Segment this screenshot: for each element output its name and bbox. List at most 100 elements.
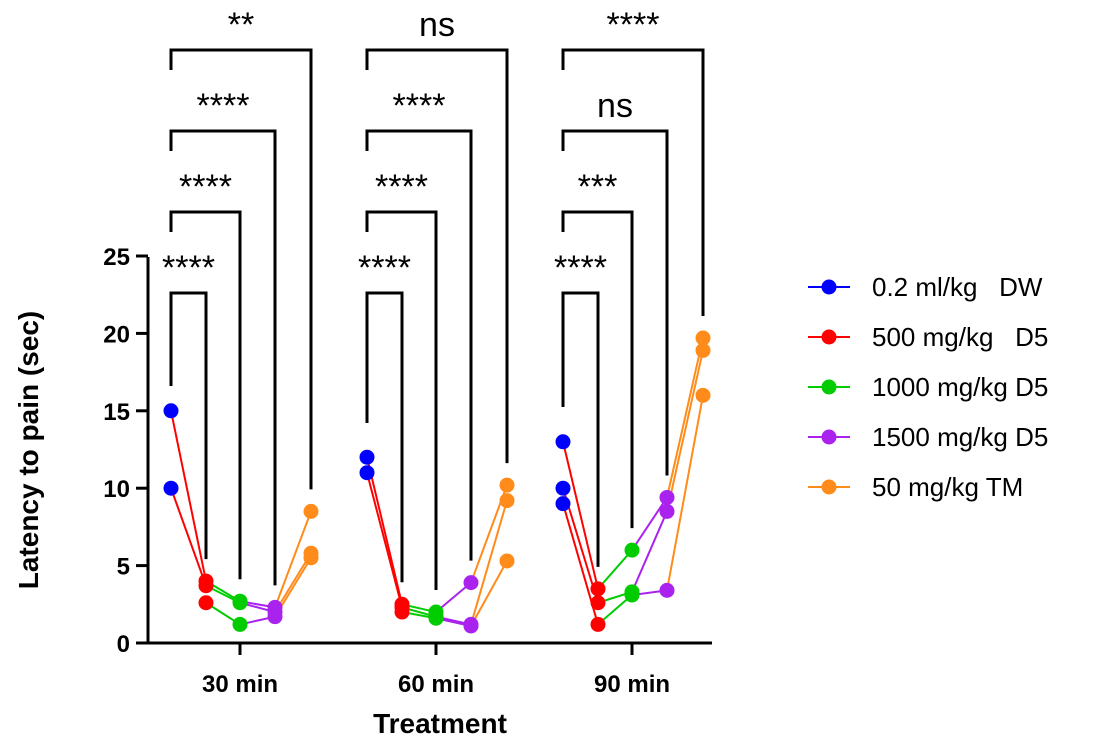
significance-label: **** <box>393 87 446 125</box>
significance-label: **** <box>197 87 250 125</box>
series-line-segment <box>435 581 472 613</box>
data-point <box>198 595 214 611</box>
significance-bracket <box>365 48 509 464</box>
legend-marker <box>821 479 837 495</box>
axes <box>146 257 712 645</box>
data-point <box>555 496 571 512</box>
series-line-segment <box>562 441 599 590</box>
legend-marker <box>821 429 837 445</box>
legend-item: 50 mg/kg TM <box>808 472 1023 502</box>
legend-item: 0.2 ml/kg DW <box>808 272 1043 302</box>
significance-label: *** <box>578 168 618 206</box>
y-tick-label: 5 <box>117 554 130 581</box>
data-point <box>198 578 214 594</box>
significance-label: ** <box>228 6 254 44</box>
data-point <box>555 480 571 496</box>
significance-label: ns <box>419 6 455 44</box>
y-tick-label: 10 <box>103 476 130 503</box>
series-line-segment <box>170 487 207 587</box>
x-tick-label: 90 min <box>594 671 670 698</box>
legend-marker <box>821 379 837 395</box>
y-axis-title: Latency to pain (sec) <box>13 311 44 590</box>
data-point <box>499 493 515 509</box>
x-tick-label: 30 min <box>202 671 278 698</box>
data-point <box>590 616 606 632</box>
series-line-segment <box>666 395 704 591</box>
series-line-segment <box>631 496 668 551</box>
data-point <box>624 587 640 603</box>
data-point <box>463 618 479 634</box>
data-point <box>659 582 675 598</box>
significance-label: **** <box>554 249 607 287</box>
significance-label: **** <box>162 249 215 287</box>
series-line-segment <box>470 500 508 625</box>
significance-bracket <box>169 291 208 560</box>
data-point <box>695 387 711 403</box>
y-ticks: 0 5 10 15 20 25 <box>103 244 148 658</box>
significance-bracket <box>169 48 313 490</box>
series-line-segment <box>274 511 312 608</box>
data-point <box>659 503 675 519</box>
series-line-segment <box>470 560 508 627</box>
legend-label: 1000 mg/kg D5 <box>872 372 1048 402</box>
series-line-segment <box>666 337 704 498</box>
significance-bracket <box>561 291 600 567</box>
significance-label: **** <box>179 168 232 206</box>
significance-bracket <box>561 129 669 476</box>
data-point <box>590 581 606 597</box>
legend-item: 500 mg/kg D5 <box>808 322 1048 352</box>
data-point <box>590 595 606 611</box>
data-point <box>232 616 248 632</box>
y-tick-label: 25 <box>103 244 130 271</box>
series-line-segment <box>170 410 207 582</box>
data-point <box>163 403 179 419</box>
data-point <box>555 434 571 450</box>
significance-bracket <box>561 48 705 317</box>
legend-label: 50 mg/kg TM <box>872 472 1023 502</box>
significance-bracket <box>365 291 404 583</box>
data-point <box>359 449 375 465</box>
data-point <box>463 575 479 591</box>
data-point <box>695 330 711 346</box>
significance-bracket <box>169 129 277 586</box>
data-point <box>695 342 711 358</box>
series-line-segment <box>666 350 704 512</box>
data-point <box>359 465 375 481</box>
x-ticks: 30 min 60 min 90 min <box>202 643 670 698</box>
legend-marker <box>821 329 837 345</box>
legend: 0.2 ml/kg DW 500 mg/kg D5 1000 mg/kg D5 150… <box>808 272 1048 502</box>
data-point <box>659 489 675 505</box>
data-point <box>624 542 640 558</box>
data-point <box>428 610 444 626</box>
y-tick-label: 0 <box>117 631 130 658</box>
series-line-segment <box>597 549 633 590</box>
significance-label: **** <box>358 249 411 287</box>
y-tick-label: 15 <box>103 399 130 426</box>
significance-label: **** <box>375 168 428 206</box>
y-tick-label: 20 <box>103 321 130 348</box>
significance-bracket <box>365 210 438 591</box>
legend-item: 1000 mg/kg D5 <box>808 372 1048 402</box>
series-line-segment <box>631 511 668 593</box>
significance-brackets: **************************ns*******ns***… <box>162 6 705 591</box>
significance-label: **** <box>607 6 660 44</box>
x-tick-label: 60 min <box>398 671 474 698</box>
x-axis-title: Treatment <box>373 708 507 739</box>
series-line-segment <box>366 457 403 605</box>
legend-label: 500 mg/kg D5 <box>872 322 1048 352</box>
significance-bracket <box>561 210 634 529</box>
significance-bracket <box>169 210 242 580</box>
legend-label: 1500 mg/kg D5 <box>872 422 1048 452</box>
series-line-segment <box>366 472 403 608</box>
data-point <box>499 477 515 493</box>
data-point <box>267 609 283 625</box>
data-point <box>394 604 410 620</box>
data-point <box>303 503 319 519</box>
data-point <box>303 550 319 566</box>
data-point <box>499 553 515 569</box>
data-point <box>232 595 248 611</box>
legend-marker <box>821 279 837 295</box>
plot-series <box>163 330 711 634</box>
series-line-segment <box>274 552 312 613</box>
